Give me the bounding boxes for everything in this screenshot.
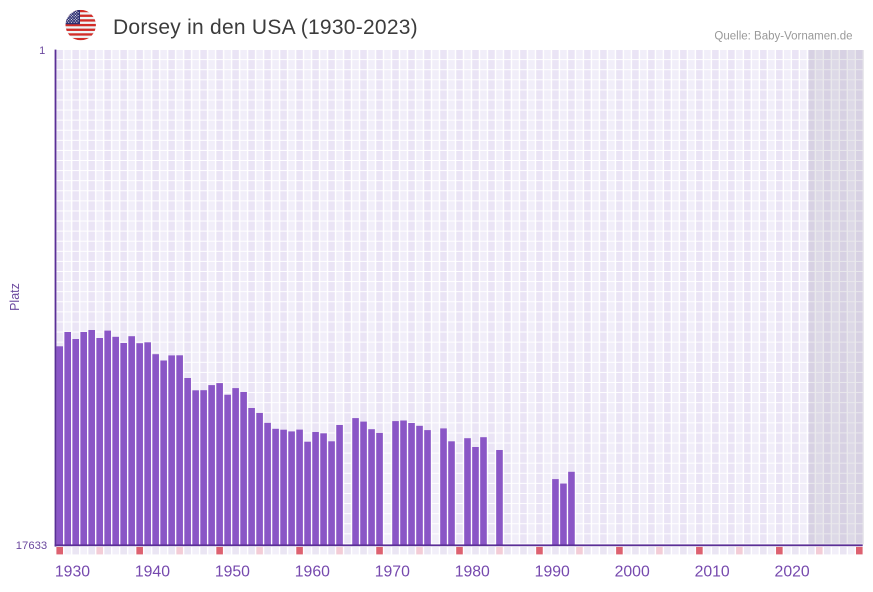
svg-text:2020: 2020 xyxy=(775,563,810,580)
svg-text:1970: 1970 xyxy=(375,563,410,580)
svg-text:1940: 1940 xyxy=(135,563,170,580)
svg-text:1950: 1950 xyxy=(215,563,250,580)
svg-text:Quelle: Baby-Vornamen.de: Quelle: Baby-Vornamen.de xyxy=(714,31,852,43)
svg-text:2010: 2010 xyxy=(695,563,730,580)
svg-text:Dorsey in den USA (1930-2023): Dorsey in den USA (1930-2023) xyxy=(113,16,418,39)
svg-text:1960: 1960 xyxy=(295,563,330,580)
svg-text:1930: 1930 xyxy=(55,563,90,580)
svg-text:Platz: Platz xyxy=(8,283,22,311)
svg-text:1990: 1990 xyxy=(535,563,570,580)
svg-text:1980: 1980 xyxy=(455,563,490,580)
svg-text:2000: 2000 xyxy=(615,563,650,580)
svg-text:17633: 17633 xyxy=(16,540,47,552)
svg-text:1: 1 xyxy=(39,45,45,57)
